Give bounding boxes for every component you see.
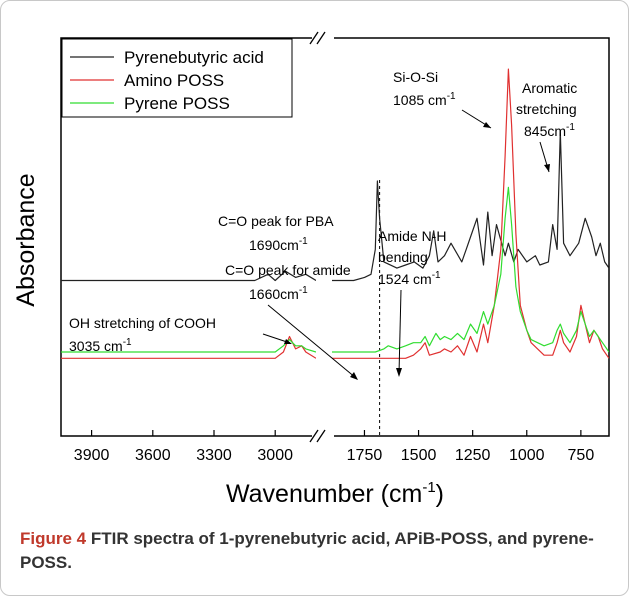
series-line-pyrene-poss-right [332, 186, 609, 353]
x-tick-label-3300: 3300 [196, 447, 232, 464]
legend-label-pyrenebutyric-acid: Pyrenebutyric acid [124, 48, 264, 67]
x-tick-label-1750: 1750 [347, 447, 383, 464]
annotation-aromatic-arrowhead [544, 164, 550, 172]
annotation-oh-stretching: OH stretching of COOH 3035 cm-1 [69, 315, 292, 354]
annotation-co-amide-line1: C=O peak for amide [225, 262, 351, 278]
annotation-co-pba-line2: 1690cm-1 [249, 236, 308, 253]
bottom-axis-break-mask [312, 431, 334, 441]
x-axis-label: Wavenumber (cm-1) [226, 479, 444, 508]
series-left-segment [61, 270, 316, 359]
annotation-amide-nh-arrowhead [396, 368, 402, 377]
x-axis-ticks: 3900 3600 3300 3000 1750 1500 1250 1000 750 [74, 430, 595, 464]
x-tick-label-1500: 1500 [401, 447, 437, 464]
caption-text: FTIR spectra of 1-pyrenebutyric acid, AP… [20, 529, 594, 572]
figure-caption: Figure 4 FTIR spectra of 1-pyrenebutyric… [20, 527, 610, 575]
series-line-amino-poss-left [61, 335, 316, 359]
legend-label-amino-poss: Amino POSS [124, 71, 224, 90]
annotation-oh-line2: 3035 cm-1 [69, 337, 132, 354]
annotation-co-amide: C=O peak for amide 1660cm-1 [225, 262, 358, 380]
annotation-co-pba-line1: C=O peak for PBA [218, 213, 334, 229]
legend-box [61, 38, 293, 118]
annotation-amide-nh-arrow [398, 289, 402, 375]
legend-label-pyrene-poss: Pyrene POSS [124, 94, 230, 113]
x-tick-label-3900: 3900 [74, 447, 110, 464]
annotation-aromatic-line2: stretching [516, 101, 577, 117]
x-tick-label-3600: 3600 [135, 447, 171, 464]
annotation-oh-arrowhead [284, 339, 292, 344]
annotation-aromatic: Aromatic stretching 845cm-1 [516, 80, 577, 173]
annotation-si-o-si-line2: 1085 cm-1 [393, 91, 456, 108]
plot-area [60, 37, 610, 437]
x-tick-label-1250: 1250 [455, 447, 491, 464]
legend: Pyrenebutyric acid Amino POSS Pyrene POS… [61, 38, 293, 118]
top-axis-break-mask [312, 33, 334, 43]
x-tick-label-750: 750 [568, 447, 595, 464]
annotation-co-amide-arrowhead [350, 372, 358, 380]
y-axis-label: Absorbance [12, 173, 40, 306]
annotation-amide-nh-line2: bending [378, 249, 428, 265]
axis-break-marks [309, 31, 326, 443]
series-right-segment [332, 68, 609, 359]
x-tick-label-3000: 3000 [257, 447, 293, 464]
annotation-co-pba: C=O peak for PBA 1690cm-1 [218, 213, 334, 253]
ftir-chart: 3900 3600 3300 3000 1750 1500 1250 1000 750 Abso… [12, 31, 610, 508]
annotation-si-o-si-line1: Si-O-Si [393, 69, 438, 85]
caption-label: Figure 4 [20, 529, 87, 548]
series-line-pyrenebutyric-acid-left [61, 270, 316, 282]
chart-container: 3900 3600 3300 3000 1750 1500 1250 1000 750 Abso… [12, 31, 610, 508]
annotation-oh-line1: OH stretching of COOH [69, 315, 216, 331]
annotation-amide-nh-line1: Amide N-H [378, 228, 446, 244]
annotation-co-amide-line2: 1660cm-1 [249, 285, 308, 302]
annotation-amide-nh-line3: 1524 cm-1 [378, 270, 441, 287]
series-line-pyrenebutyric-acid-right [332, 130, 609, 282]
annotation-aromatic-line1: Aromatic [522, 80, 577, 96]
series-line-pyrene-poss-left [61, 339, 316, 353]
annotation-amide-nh: Amide N-H bending 1524 cm-1 [378, 228, 446, 377]
x-tick-label-1000: 1000 [509, 447, 545, 464]
annotation-aromatic-line3: 845cm-1 [524, 122, 575, 139]
annotation-co-amide-arrow [267, 304, 357, 379]
annotation-si-o-si-arrowhead [483, 122, 491, 128]
annotation-si-o-si: Si-O-Si 1085 cm-1 [393, 69, 492, 129]
